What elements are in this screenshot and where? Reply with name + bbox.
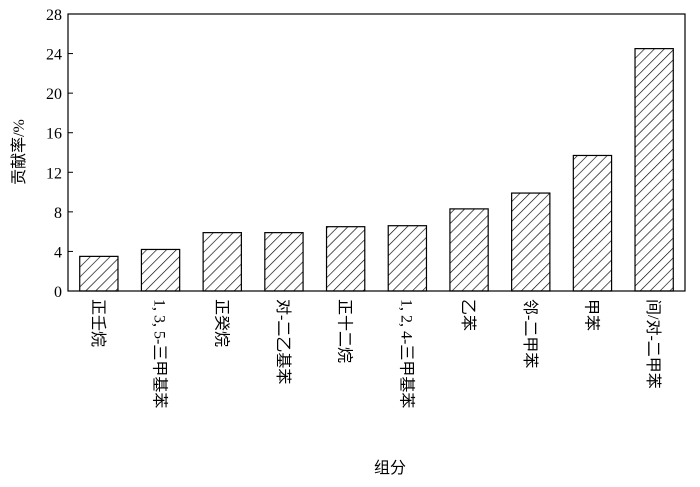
x-tick-label: 甲苯 — [582, 299, 600, 331]
bar — [572, 154, 613, 292]
x-tick-label: 1, 3, 5-三甲基苯 — [151, 299, 169, 408]
y-tick-label: 24 — [46, 47, 62, 64]
plot-frame — [67, 13, 686, 292]
x-axis-label: 组分 — [374, 459, 406, 477]
y-tick-label: 8 — [54, 205, 62, 222]
x-tick-label: 正癸烷 — [212, 299, 230, 347]
bar — [264, 232, 304, 292]
x-tick-label: 对-二乙基苯 — [274, 299, 292, 384]
x-tick-label: 正十二烷 — [336, 299, 354, 363]
y-tick-label: 12 — [46, 165, 62, 182]
y-tick-label: 16 — [46, 126, 62, 143]
bar — [511, 192, 551, 292]
x-tick-label: 邻-二甲苯 — [521, 299, 539, 368]
y-tick-label: 4 — [54, 244, 62, 261]
y-tick-label: 0 — [54, 284, 62, 301]
y-tick-label: 28 — [46, 7, 62, 24]
y-axis-label: 贡献率/% — [10, 119, 28, 185]
bar — [202, 232, 242, 292]
bar — [449, 208, 489, 292]
y-tick-label: 20 — [46, 86, 62, 103]
x-tick-label: 正壬烷 — [89, 299, 107, 347]
bar — [79, 255, 119, 292]
bar — [634, 48, 674, 292]
x-tick-label: 乙苯 — [459, 299, 477, 331]
bar — [387, 225, 428, 292]
x-tick-label: 1, 2, 4-三甲基苯 — [397, 299, 415, 408]
x-tick-label: 间/对-二甲苯 — [644, 299, 662, 389]
bar — [325, 226, 366, 292]
bar — [140, 248, 181, 292]
